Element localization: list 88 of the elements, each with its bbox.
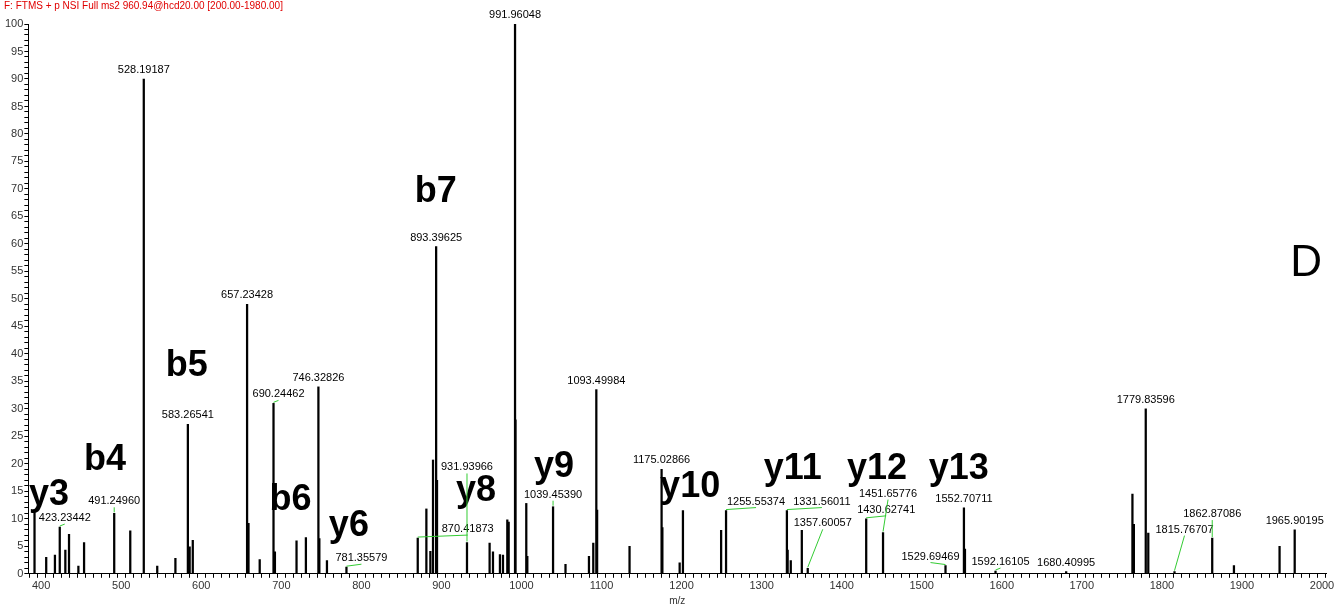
annotation: 1965.90195 bbox=[1265, 513, 1324, 526]
annotation: 1175.02866 bbox=[632, 453, 691, 466]
x-tick-label: 1400 bbox=[829, 579, 854, 592]
bar bbox=[564, 564, 567, 574]
y-tick-label: 65 bbox=[11, 209, 24, 222]
y-tick-label: 95 bbox=[11, 44, 24, 57]
annotation: 1255.55374 bbox=[726, 494, 786, 507]
annotation: 1039.45390 bbox=[524, 487, 583, 500]
annotation: 1862.87086 bbox=[1183, 507, 1242, 520]
bar bbox=[295, 540, 298, 574]
annotation: y3 bbox=[29, 471, 70, 513]
annotation: y6 bbox=[328, 502, 369, 544]
y-tick-label: 35 bbox=[11, 374, 24, 387]
bar bbox=[77, 565, 80, 574]
y-tick-label: 90 bbox=[11, 72, 24, 85]
bar bbox=[345, 566, 348, 574]
annotation: 1592.16105 bbox=[971, 555, 1030, 568]
x-tick-label: 600 bbox=[192, 579, 211, 592]
annotation: b4 bbox=[83, 437, 126, 479]
y-tick-label: 5 bbox=[17, 539, 24, 552]
annotation: 528.19187 bbox=[117, 63, 170, 76]
y-tick-label: 10 bbox=[11, 511, 24, 524]
x-tick-label: 1100 bbox=[589, 579, 614, 592]
x-tick-label: 1200 bbox=[669, 579, 694, 592]
chart-title: F: FTMS + p NSI Full ms2 960.94@hcd20.00 [200.00-1980.00] bbox=[4, 0, 284, 11]
y-tick-label: 55 bbox=[11, 264, 24, 277]
x-tick-label: 800 bbox=[352, 579, 371, 592]
annotation: 1357.60057 bbox=[793, 516, 852, 529]
annotation: 1552.70711 bbox=[935, 491, 993, 504]
x-tick-label: 1500 bbox=[909, 579, 934, 592]
y-tick-label: 60 bbox=[11, 236, 24, 249]
annotation: 781.35579 bbox=[335, 551, 388, 564]
annotation: b5 bbox=[165, 343, 208, 385]
annotation: 931.93966 bbox=[440, 460, 493, 473]
annotation: 491.24960 bbox=[88, 494, 141, 507]
annotation: 1529.69469 bbox=[901, 549, 960, 562]
bar bbox=[174, 558, 177, 574]
y-tick-label: 100 bbox=[4, 17, 24, 30]
x-axis-title: m/z bbox=[669, 594, 686, 606]
y-tick-label: 85 bbox=[11, 99, 24, 112]
x-tick-label: 700 bbox=[272, 579, 291, 592]
y-tick-label: 20 bbox=[11, 456, 24, 469]
x-tick-label: 1600 bbox=[989, 579, 1015, 592]
bar bbox=[488, 542, 491, 574]
x-tick-label: 1800 bbox=[1149, 579, 1175, 592]
x-tick-label: 1700 bbox=[1069, 579, 1095, 592]
bar bbox=[628, 545, 631, 574]
y-tick-label: 30 bbox=[11, 401, 24, 414]
annotation: D bbox=[1290, 235, 1322, 285]
bar bbox=[1173, 571, 1176, 574]
y-tick-label: 75 bbox=[11, 154, 24, 167]
y-tick-label: 80 bbox=[11, 126, 24, 139]
x-tick-label: 500 bbox=[112, 579, 131, 592]
x-tick-label: 400 bbox=[31, 579, 51, 592]
annotation: b7 bbox=[414, 168, 457, 210]
y-tick-label: 15 bbox=[11, 484, 24, 497]
y-tick-label: 25 bbox=[11, 429, 24, 442]
bar bbox=[944, 565, 947, 574]
annotation: 746.32826 bbox=[292, 370, 345, 383]
annotation: 1451.65776 bbox=[858, 486, 918, 499]
y-tick-label: 70 bbox=[11, 181, 24, 194]
annotation: 423.23442 bbox=[38, 511, 91, 524]
annotation: 690.24462 bbox=[252, 387, 305, 400]
y-tick-label: 40 bbox=[11, 346, 24, 359]
annotation: 657.23428 bbox=[221, 288, 274, 301]
annotation: 1779.83596 bbox=[1116, 392, 1175, 405]
annotation: y9 bbox=[533, 443, 574, 485]
annotation: 1093.49984 bbox=[567, 373, 626, 386]
bar bbox=[425, 508, 428, 574]
y-tick-label: 50 bbox=[11, 291, 24, 304]
x-tick-label: 1300 bbox=[749, 579, 774, 592]
y-tick-label: 45 bbox=[11, 319, 24, 332]
annotation: 583.26541 bbox=[161, 408, 214, 421]
x-tick-label: 1900 bbox=[1229, 579, 1255, 592]
annotation: y11 bbox=[763, 446, 822, 488]
annotation: y13 bbox=[928, 446, 989, 488]
annotation: 893.39625 bbox=[410, 230, 463, 243]
bar bbox=[1278, 545, 1281, 574]
annotation: 1331.56011 bbox=[793, 494, 851, 507]
annotation: 870.41873 bbox=[441, 522, 494, 535]
annotation: 991.96048 bbox=[489, 8, 542, 21]
x-tick-label: 900 bbox=[432, 579, 451, 592]
annotation: 1680.40995 bbox=[1037, 555, 1096, 568]
x-tick-label: 2000 bbox=[1309, 579, 1335, 592]
x-tick-label: 1000 bbox=[509, 579, 534, 592]
y-tick-label: 0 bbox=[17, 566, 24, 579]
annotation: 1430.62741 bbox=[857, 502, 916, 515]
annotation: y12 bbox=[846, 446, 908, 488]
